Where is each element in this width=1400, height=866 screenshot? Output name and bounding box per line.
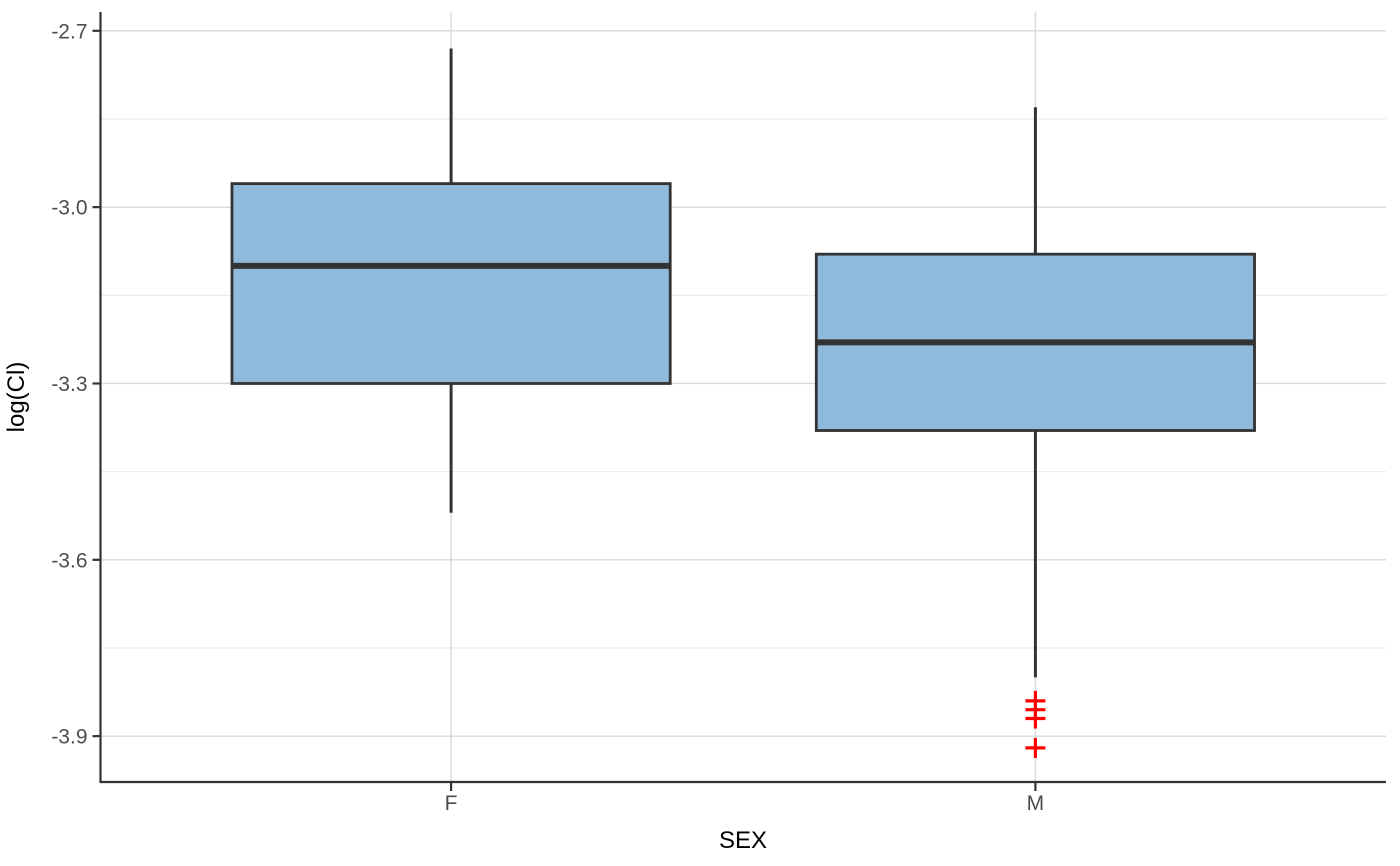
x-tick-label-M: M — [1027, 792, 1045, 815]
y-tick-label: -3.0 — [51, 197, 87, 220]
y-tick-label: -2.7 — [51, 20, 87, 43]
y-axis-title: log(Cl) — [3, 362, 30, 433]
x-axis-title: SEX — [719, 827, 767, 854]
y-tick-label: -3.3 — [51, 373, 87, 396]
x-tick-label-F: F — [445, 792, 458, 815]
y-tick-label: -3.9 — [51, 726, 87, 749]
box-F — [230, 182, 672, 385]
y-tick-label: -3.6 — [51, 549, 87, 572]
